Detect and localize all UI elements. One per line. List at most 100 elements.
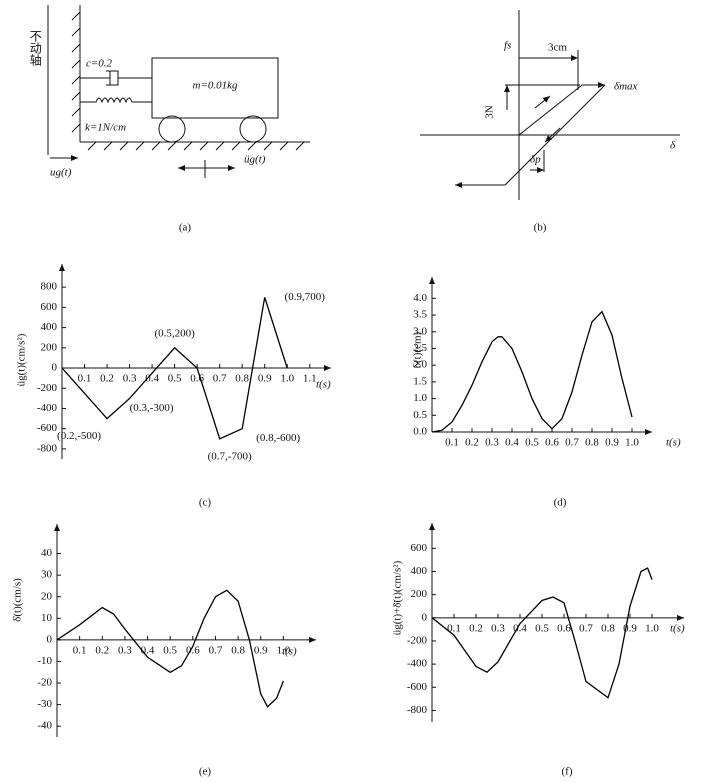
annotation: (0.2,-500)	[57, 430, 101, 442]
x-tick-label: 0.9	[254, 644, 268, 656]
x-tick-label: 0.2	[469, 622, 483, 634]
x-tick-label: 0.7	[213, 373, 227, 385]
y-tick-label: 3.0	[413, 325, 427, 337]
x-tick-label: 0.1	[445, 437, 459, 449]
y-tick-label: 800	[41, 281, 58, 293]
y-tick-label: 0	[52, 362, 58, 374]
caption: (b)	[534, 222, 547, 234]
y-tick-label: 40	[41, 547, 53, 559]
x-tick-label: 0.3	[118, 644, 132, 656]
y-axis-label: δ(t)(cm)	[412, 332, 424, 369]
y-axis-label: üg(t)+δ̈(t)(cm/s²)	[392, 560, 404, 635]
x-axis-label: t(s)	[666, 437, 681, 449]
caption: (e)	[199, 766, 212, 778]
data-line	[56, 589, 285, 708]
x-tick-label: 0.2	[100, 373, 114, 385]
spring	[80, 97, 152, 104]
wall-hatch	[71, 11, 81, 133]
loading-branch	[518, 84, 583, 136]
x-tick-label: 0.6	[545, 437, 559, 449]
y-tick-label: 20	[41, 590, 53, 602]
x-tick-label: 1.0	[276, 644, 290, 656]
x-tick-label: 0.7	[565, 437, 579, 449]
x-tick-label: 0.2	[465, 437, 479, 449]
x-tick-label: 0.9	[258, 373, 272, 385]
y-tick-label: 2.5	[413, 342, 427, 354]
x-tick-label: 0.6	[557, 622, 571, 634]
x-tick-label: 0.5	[168, 373, 182, 385]
x-tick-label: 0.4	[145, 373, 159, 385]
x-tick-label: 0.3	[485, 437, 499, 449]
x-tick-label: 0.4	[505, 437, 519, 449]
y-tick-label: 200	[411, 588, 428, 600]
data-line	[61, 297, 288, 440]
y-tick-label: -40	[37, 720, 52, 732]
y-tick-label: 3.5	[413, 309, 427, 321]
y-tick-label: 0	[422, 611, 428, 623]
chart: -800 -600 -400 -200 0 200 400 600 800 0.1 0.2 0.3 0.…	[16, 264, 331, 509]
y-tick-label: -800	[407, 704, 428, 716]
y-tick-label: -400	[407, 658, 428, 670]
y-tick-label: 2.0	[413, 359, 427, 371]
x-tick-label: 0.8	[231, 644, 245, 656]
y-tick-label: 4.0	[413, 292, 427, 304]
fixed-axis-label: 不动轴	[28, 30, 42, 66]
caption: (c)	[199, 497, 212, 509]
x-tick-label: 1.1	[303, 373, 317, 385]
x-tick-label: 0.8	[585, 437, 599, 449]
y-tick-label: -20	[37, 677, 52, 689]
diagram-b: fs 3cm δmax 3N δ δp (b)	[420, 10, 680, 234]
yield-displacement-label: 3cm	[548, 42, 567, 54]
direction-arrow	[534, 95, 551, 109]
y-tick-label: 0	[47, 633, 53, 645]
x-tick-label: 0.1	[78, 373, 92, 385]
y-tick-label: -600	[407, 681, 428, 693]
annotation: (0.9,700)	[285, 291, 326, 303]
diagram-a: 不动轴 c=0.2 m=0.01kg k=1N/cm ug(t) üg(t) (…	[28, 5, 310, 234]
displacement-label: ug(t)	[50, 167, 72, 179]
y-tick-label: 10	[41, 612, 53, 624]
y-tick-label: -400	[37, 402, 58, 414]
x-tick-label: 0.4	[513, 622, 527, 634]
data-line	[431, 310, 633, 433]
x-tick-label: 0.1	[447, 622, 461, 634]
annotation: (0.8,-600)	[256, 432, 300, 444]
mass-label: m=0.01kg	[193, 80, 238, 92]
yield-force-label: 3N	[484, 105, 496, 119]
force-label: fs	[504, 40, 511, 52]
y-tick-label: 1.0	[413, 392, 427, 404]
caption: (d)	[554, 497, 567, 509]
x-tick-label: 0.5	[525, 437, 539, 449]
annotation: (0.7,-700)	[208, 450, 252, 462]
floor-hatch	[87, 141, 305, 151]
y-tick-label: -200	[407, 635, 428, 647]
x-tick-label: 0.7	[579, 622, 593, 634]
y-axis-label: üg(t)(cm/s²)	[16, 333, 28, 386]
x-tick-label: 0.8	[601, 622, 615, 634]
annotation: (0.3,-300)	[130, 402, 174, 414]
x-tick-label: 0.5	[535, 622, 549, 634]
x-tick-label: 1.0	[280, 373, 294, 385]
chart: -800 -600 -400 -200 0 200 400 600 0.1 0.2 0.3 0.4 0.…	[392, 523, 685, 778]
y-tick-label: -200	[37, 382, 58, 394]
data-line	[431, 567, 653, 699]
damper	[80, 70, 152, 86]
y-tick-label: 200	[41, 341, 58, 353]
plastic-displacement-label: δp	[530, 154, 541, 166]
direction-arrow	[544, 127, 561, 143]
y-tick-label: -30	[37, 698, 52, 710]
y-tick-label: 0.5	[413, 409, 427, 421]
x-tick-label: 0.2	[95, 644, 109, 656]
x-tick-label: 0.3	[123, 373, 137, 385]
y-tick-label: -800	[37, 442, 58, 454]
x-axis-label: t(s)	[282, 645, 297, 657]
wheel	[158, 115, 186, 143]
y-axis-label: δ̇(t)(cm/s)	[12, 578, 24, 622]
stiffness-label: k=1N/cm	[85, 122, 126, 134]
x-axis-label: t(s)	[670, 622, 685, 634]
x-tick-label: 1.0	[645, 622, 659, 634]
y-tick-label: 600	[411, 542, 428, 554]
x-axis-label: t(s)	[316, 379, 331, 391]
